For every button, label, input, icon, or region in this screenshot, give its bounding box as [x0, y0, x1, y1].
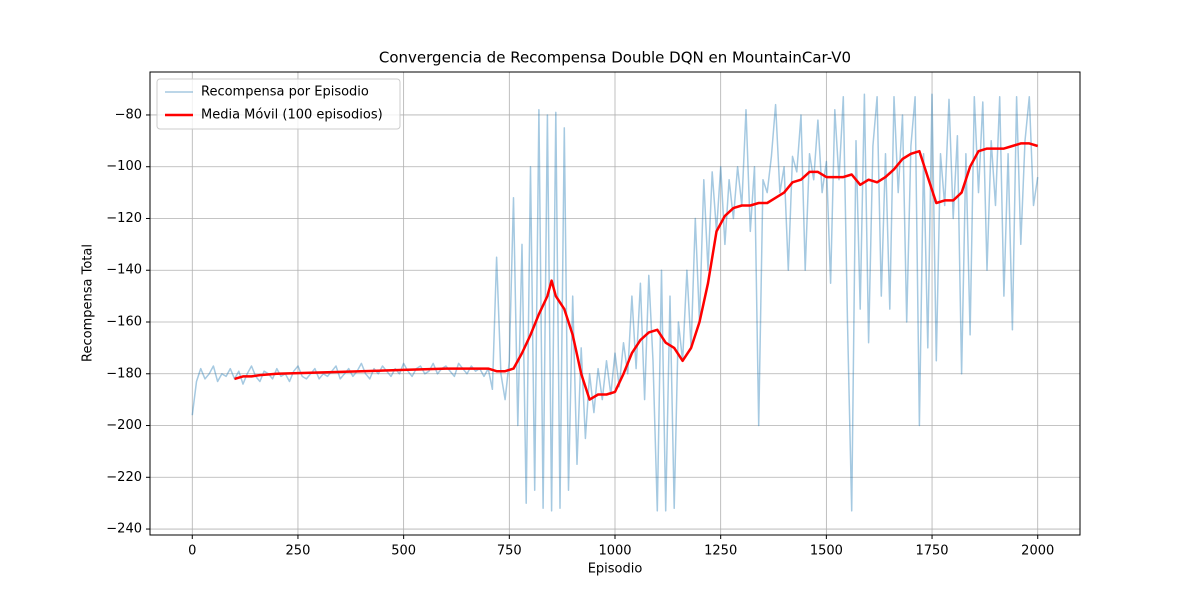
x-tick-label: 1250 [704, 544, 737, 559]
y-tick-label: −100 [106, 159, 142, 174]
x-tick-label: 1000 [598, 544, 631, 559]
y-tick-label: −220 [106, 470, 142, 485]
x-tick-label: 1500 [810, 544, 843, 559]
x-tick-label: 1750 [915, 544, 948, 559]
y-tick-label: −160 [106, 315, 142, 330]
legend-box [156, 78, 401, 130]
y-tick-label: −200 [106, 418, 142, 433]
y-tick-label: −120 [106, 211, 142, 226]
y-tick-label: −240 [106, 522, 142, 537]
series-line [234, 142, 1039, 401]
y-tick-label: −180 [106, 366, 142, 381]
y-axis-label: Recompensa Total [81, 244, 96, 362]
plot-frame [149, 71, 1081, 536]
x-tick-label: 250 [286, 544, 311, 559]
x-axis-label: Episodio [588, 562, 643, 577]
y-tick-label: −80 [115, 107, 142, 122]
legend-label: Media Móvil (100 episodios) [201, 108, 383, 123]
chart-title: Convergencia de Recompensa Double DQN en… [379, 49, 851, 67]
x-tick-label: 2000 [1021, 544, 1054, 559]
x-tick-label: 750 [497, 544, 522, 559]
y-tick-label: −140 [106, 263, 142, 278]
legend-label: Recompensa por Episodio [201, 85, 369, 100]
x-tick-label: 500 [391, 544, 416, 559]
x-tick-label: 0 [188, 544, 196, 559]
series-line [191, 93, 1039, 512]
